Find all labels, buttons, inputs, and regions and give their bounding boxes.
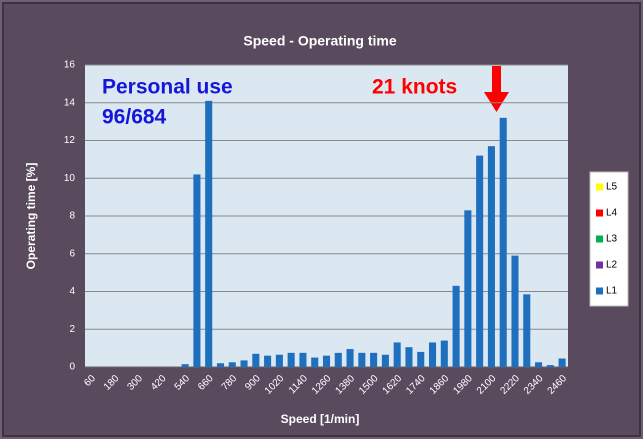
y-tick-label: 2	[69, 324, 75, 335]
bar	[487, 146, 495, 367]
bar	[511, 255, 519, 367]
bar	[322, 355, 331, 367]
bar	[558, 358, 566, 367]
annotation: Personal use	[102, 76, 233, 99]
legend-swatch	[596, 287, 603, 295]
bar	[287, 352, 295, 367]
arrow	[484, 66, 509, 112]
bar	[440, 340, 448, 367]
bar	[370, 352, 378, 367]
bar	[334, 352, 342, 367]
bar	[417, 351, 425, 367]
bar	[535, 362, 543, 367]
legend-swatch	[596, 235, 603, 243]
annotation: 96/684	[102, 106, 167, 129]
y-axis-label: Operating time [%]	[24, 163, 38, 270]
bar	[405, 347, 413, 367]
bar	[228, 362, 236, 367]
legend-swatch	[596, 209, 603, 217]
bar	[428, 342, 437, 367]
legend-label: L3	[606, 234, 618, 245]
bar	[275, 354, 283, 367]
y-tick-label: 16	[64, 60, 76, 71]
y-tick-label: 14	[64, 97, 76, 108]
bar	[240, 360, 248, 367]
y-tick-label: 4	[69, 286, 75, 297]
bar	[452, 285, 460, 367]
bar	[252, 353, 260, 367]
bar	[358, 352, 366, 367]
y-tick-label: 0	[69, 362, 75, 373]
y-tick-label: 10	[64, 173, 76, 184]
bar	[546, 365, 554, 367]
bar	[393, 342, 401, 367]
legend-label: L4	[606, 208, 618, 219]
bar	[299, 352, 307, 367]
bar	[381, 354, 389, 367]
y-tick-label: 8	[69, 211, 75, 222]
legend-swatch	[596, 261, 603, 269]
bar	[476, 155, 484, 367]
bar	[264, 355, 272, 367]
legend-label: L5	[606, 182, 618, 193]
bar	[311, 357, 319, 367]
chart-title: Speed - Operating time	[243, 33, 396, 49]
bar	[499, 117, 507, 367]
annotation: 21 knots	[372, 76, 457, 99]
bar	[193, 174, 201, 367]
bar	[205, 100, 213, 368]
y-tick-label: 6	[69, 248, 75, 259]
y-tick-label: 12	[64, 135, 76, 146]
bar	[523, 294, 531, 367]
bar	[346, 349, 354, 367]
bar	[216, 363, 225, 367]
legend-label: L2	[606, 260, 618, 271]
legend-label: L1	[606, 286, 618, 297]
legend-swatch	[596, 183, 603, 191]
bar	[181, 364, 189, 367]
bar	[464, 210, 472, 367]
x-axis-label: Speed [1/min]	[281, 412, 360, 426]
